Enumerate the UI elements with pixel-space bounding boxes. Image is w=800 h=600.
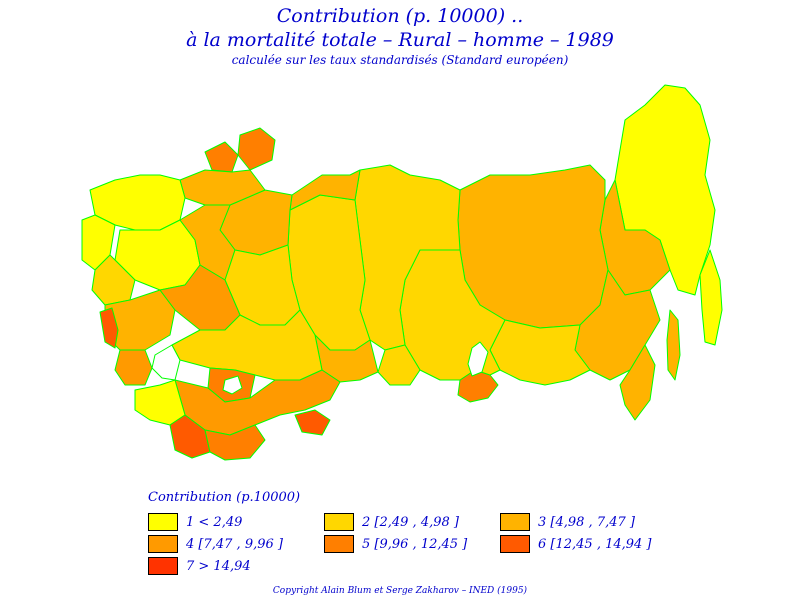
legend-item-7: 7 > 14,94 (148, 556, 251, 576)
legend-label: 5 [9,96 , 12,45 ] (362, 536, 468, 552)
region-sakhalin (666, 309, 681, 381)
region-murmansk (237, 127, 276, 171)
region-kamchatka (699, 249, 723, 346)
legend-label: 2 [2,49 , 4,98 ] (362, 514, 459, 530)
aral-sea (222, 375, 243, 395)
region-primorye (619, 344, 656, 421)
legend-item-6: 6 [12,45 , 14,94 ] (500, 534, 652, 554)
region-moldova (99, 307, 119, 349)
legend-label: 1 < 2,49 (186, 514, 243, 530)
region-caucasus (114, 349, 153, 386)
region-kola-north (204, 141, 239, 173)
legend: 1 < 2,49 2 [2,49 , 4,98 ] 3 [4,98 , 7,47… (148, 512, 708, 578)
legend-item-1: 1 < 2,49 (148, 512, 242, 532)
region-chita (489, 319, 591, 386)
map-title-line2: à la mortalité totale – Rural – homme – … (186, 29, 614, 51)
legend-swatch (148, 535, 178, 553)
legend-label: 7 > 14,94 (186, 558, 251, 574)
legend-swatch (324, 535, 354, 553)
map-subtitle: calculée sur les taux standardisés (Stan… (231, 53, 569, 67)
legend-swatch (148, 557, 178, 575)
legend-item-5: 5 [9,96 , 12,45 ] (324, 534, 467, 554)
region-karelia (179, 169, 266, 206)
legend-swatch (500, 513, 530, 531)
region-tajikistan (204, 424, 266, 461)
map-title-line1: Contribution (p. 10000) .. (276, 5, 524, 27)
legend-swatch (148, 513, 178, 531)
map-title-block: Contribution (p. 10000) .. à la mortalit… (0, 4, 800, 68)
ussr-choropleth-map (81, 84, 723, 461)
legend-title: Contribution (p.10000) (148, 490, 301, 505)
lake-baikal (467, 341, 489, 377)
legend-label: 4 [7,47 , 9,96 ] (186, 536, 283, 552)
region-yakutia (457, 164, 609, 329)
copyright-notice: Copyright Alain Blum et Serge Zakharov –… (272, 586, 528, 596)
legend-label: 3 [4,98 , 7,47 ] (538, 514, 635, 530)
legend-swatch (324, 513, 354, 531)
region-kyrgyzstan (294, 409, 331, 436)
region-yamal (289, 169, 361, 211)
legend-item-4: 4 [7,47 , 9,96 ] (148, 534, 283, 554)
legend-swatch (500, 535, 530, 553)
legend-label: 6 [12,45 , 14,94 ] (538, 536, 652, 552)
legend-item-3: 3 [4,98 , 7,47 ] (500, 512, 635, 532)
legend-item-2: 2 [2,49 , 4,98 ] (324, 512, 459, 532)
